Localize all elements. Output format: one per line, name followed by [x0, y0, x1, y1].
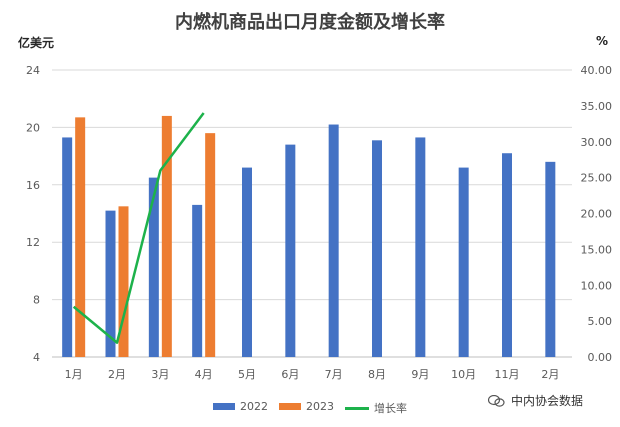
y-right-tick-label: 20.00 — [581, 208, 613, 221]
bar-2023 — [205, 133, 216, 357]
bar-2022 — [148, 177, 159, 357]
x-tick-label: 2月 — [108, 368, 126, 381]
bar-2022 — [415, 137, 426, 357]
x-tick-label: 4月 — [195, 368, 213, 381]
watermark-text: 中内协会数据 — [511, 394, 584, 408]
bar-2022 — [372, 140, 382, 357]
legend-item-2022: 2022 — [213, 400, 268, 413]
x-tick-label: 9月 — [411, 368, 429, 381]
legend-label-2023: 2023 — [306, 400, 334, 413]
right-axis-unit: % — [596, 34, 609, 48]
y-left-tick-label: 12 — [26, 236, 40, 249]
y-right-tick-label: 35.00 — [581, 100, 613, 113]
wechat-icon — [488, 394, 505, 407]
bar-2022 — [105, 210, 116, 357]
y-left-tick-label: 24 — [26, 64, 40, 77]
y-right-tick-label: 15.00 — [581, 243, 613, 256]
chart-title: 内燃机商品出口月度金额及增长率 — [175, 12, 445, 33]
bar-2022 — [242, 167, 252, 357]
legend-item-growth: 增长率 — [345, 400, 407, 416]
legend-swatch-2022 — [213, 403, 235, 410]
y-left-tick-label: 16 — [26, 179, 40, 192]
y-right-tick-label: 25.00 — [581, 172, 613, 185]
y-left-tick-label: 20 — [26, 121, 40, 134]
legend-label-2022: 2022 — [240, 400, 268, 413]
x-tick-label: 2月 — [541, 368, 559, 381]
y-right-tick-label: 40.00 — [581, 64, 613, 77]
bar-2022 — [502, 153, 512, 357]
y-left-tick-label: 4 — [33, 351, 40, 364]
y-left-tick-label: 8 — [33, 294, 40, 307]
x-tick-label: 10月 — [451, 368, 476, 381]
bar-2022 — [328, 124, 339, 357]
bar-2022 — [545, 161, 556, 357]
legend-swatch-2023 — [279, 403, 301, 410]
bar-2022 — [458, 167, 469, 357]
y-right-tick-label: 30.00 — [581, 136, 613, 149]
bar-2023 — [161, 115, 172, 357]
legend-label-growth: 增长率 — [374, 402, 407, 415]
y-right-tick-label: 0.00 — [588, 351, 613, 364]
bar-2022 — [285, 144, 296, 357]
growth-rate-line — [72, 112, 205, 344]
y-right-tick-label: 10.00 — [581, 279, 613, 292]
legend-item-2023: 2023 — [279, 400, 334, 413]
bar-2023 — [75, 117, 86, 357]
x-tick-label: 3月 — [151, 368, 169, 381]
x-tick-label: 1月 — [65, 368, 83, 381]
legend: 2022 2023 增长率 — [0, 400, 620, 416]
bar-2023 — [118, 206, 129, 357]
x-tick-label: 6月 — [281, 368, 299, 381]
bar-2022 — [192, 204, 203, 357]
watermark: 中内协会数据 — [488, 392, 583, 409]
x-tick-label: 5月 — [238, 368, 256, 381]
x-tick-label: 11月 — [495, 368, 520, 381]
x-tick-label: 8月 — [368, 368, 386, 381]
legend-swatch-growth — [345, 406, 369, 410]
bar-2022 — [62, 137, 73, 357]
left-axis-unit: 亿美元 — [18, 36, 55, 50]
y-right-tick-label: 5.00 — [588, 315, 613, 328]
x-tick-label: 7月 — [325, 368, 343, 381]
